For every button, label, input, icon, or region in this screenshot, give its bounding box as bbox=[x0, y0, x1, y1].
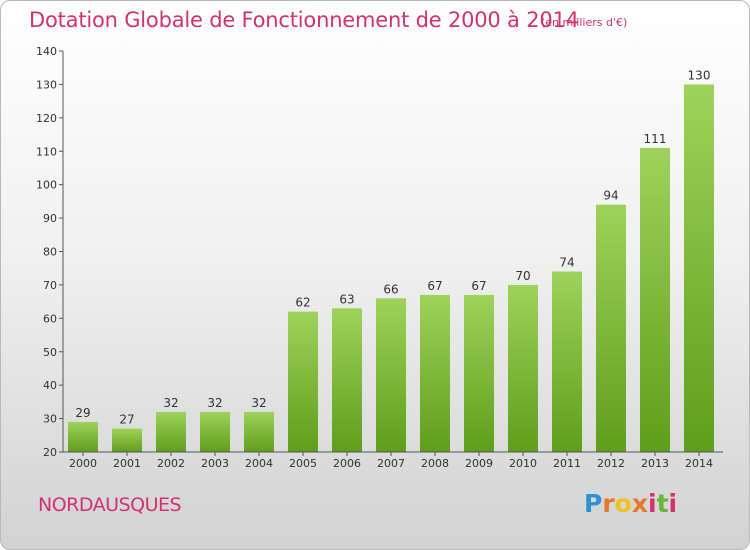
y-tick-label: 140 bbox=[36, 45, 57, 58]
bar bbox=[376, 298, 406, 452]
x-tick-label: 2001 bbox=[113, 457, 141, 470]
x-tick-label: 2002 bbox=[157, 457, 185, 470]
data-label: 66 bbox=[383, 282, 398, 296]
bar bbox=[288, 311, 318, 452]
x-tick-label: 2014 bbox=[685, 457, 713, 470]
x-tick-label: 2011 bbox=[553, 457, 581, 470]
x-tick-label: 2004 bbox=[245, 457, 273, 470]
x-tick-label: 2000 bbox=[69, 457, 97, 470]
bar bbox=[464, 294, 494, 452]
proxiti-logo: Proxiti bbox=[584, 489, 677, 518]
x-tick-label: 2012 bbox=[597, 457, 625, 470]
y-tick-label: 130 bbox=[36, 78, 57, 91]
data-label: 29 bbox=[75, 406, 90, 420]
data-label: 94 bbox=[603, 189, 618, 203]
bar bbox=[684, 84, 714, 453]
data-label: 63 bbox=[339, 292, 354, 306]
y-tick-label: 120 bbox=[36, 112, 57, 125]
bar bbox=[200, 411, 230, 452]
logo-letter: t bbox=[656, 489, 669, 518]
y-tick-label: 60 bbox=[43, 312, 57, 325]
y-tick-label: 90 bbox=[43, 212, 57, 225]
commune-name: NORDAUSQUES bbox=[38, 494, 182, 516]
data-label: 32 bbox=[251, 396, 266, 410]
logo-letter: i bbox=[668, 489, 678, 518]
x-tick-label: 2010 bbox=[509, 457, 537, 470]
x-tick-label: 2003 bbox=[201, 457, 229, 470]
bar bbox=[552, 271, 582, 452]
x-tick-label: 2007 bbox=[377, 457, 405, 470]
data-label: 74 bbox=[559, 256, 574, 270]
bar bbox=[508, 284, 538, 452]
bars-group: 29 27 32 32 32 62 63 66 67 67 70 74 94 111 130 bbox=[68, 68, 714, 453]
logo-letter: i bbox=[648, 489, 657, 518]
bar bbox=[596, 204, 626, 452]
bar bbox=[68, 421, 98, 452]
bar bbox=[112, 428, 142, 452]
data-label: 62 bbox=[295, 296, 310, 310]
bar bbox=[244, 411, 274, 452]
x-tick-label: 2008 bbox=[421, 457, 449, 470]
y-tick-label: 40 bbox=[43, 379, 57, 392]
data-label: 67 bbox=[471, 279, 486, 293]
x-tick-label: 2013 bbox=[641, 457, 669, 470]
x-tick-label: 2006 bbox=[333, 457, 361, 470]
logo-letter: r bbox=[602, 489, 615, 518]
y-tick-label: 50 bbox=[43, 346, 57, 359]
chart-title: Dotation Globale de Fonctionnement de 20… bbox=[29, 8, 579, 32]
y-tick-label: 30 bbox=[43, 413, 57, 426]
data-label: 32 bbox=[163, 396, 178, 410]
y-tick-label: 100 bbox=[36, 179, 57, 192]
data-label: 32 bbox=[207, 396, 222, 410]
y-tick-label: 80 bbox=[43, 246, 57, 259]
data-label: 130 bbox=[688, 68, 711, 82]
data-label: 27 bbox=[119, 413, 134, 427]
data-label: 70 bbox=[515, 269, 530, 283]
y-tick-label: 20 bbox=[43, 446, 57, 459]
bar bbox=[420, 294, 450, 452]
logo-letter: x bbox=[631, 489, 648, 518]
axes-group: 20 30 40 50 60 70 80 90 100 110 120 130 140 2000 2001 2… bbox=[36, 45, 723, 470]
y-tick-label: 110 bbox=[36, 145, 57, 158]
bar bbox=[640, 147, 670, 453]
bar bbox=[332, 308, 362, 452]
logo-letter: o bbox=[614, 489, 632, 518]
y-tick-label: 70 bbox=[43, 279, 57, 292]
data-label: 67 bbox=[427, 279, 442, 293]
chart-subtitle: (en milliers d'€) bbox=[541, 16, 628, 29]
x-tick-label: 2009 bbox=[465, 457, 493, 470]
data-label: 111 bbox=[644, 132, 667, 146]
x-tick-label: 2005 bbox=[289, 457, 317, 470]
bar bbox=[156, 411, 186, 452]
logo-letter: P bbox=[584, 489, 603, 518]
